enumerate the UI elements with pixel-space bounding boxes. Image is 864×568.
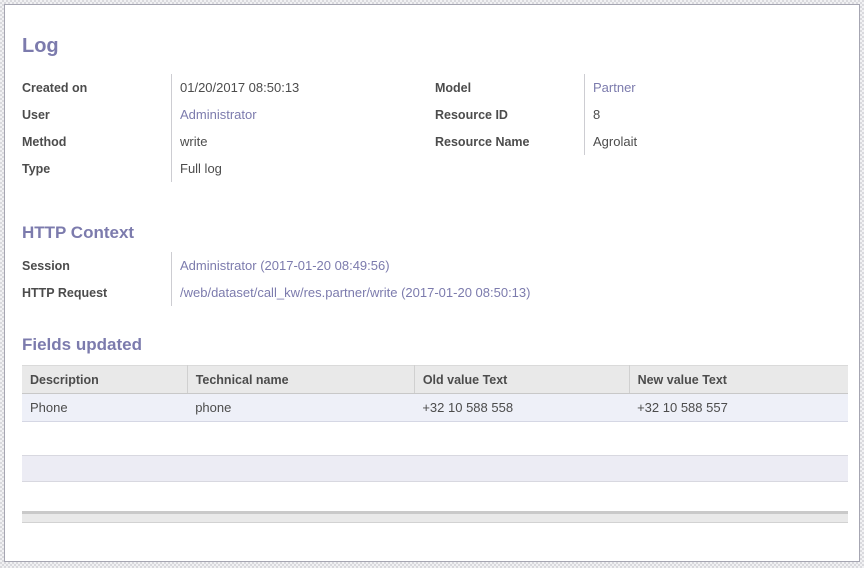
field-value-resource-id: 8 [584,101,848,128]
fields-updated-table: Description Technical name Old value Tex… [22,365,848,422]
field-resource-id: Resource ID 8 [435,101,848,128]
empty-list-row [22,455,848,482]
section-heading-fields-updated: Fields updated [22,335,142,354]
log-detail-window: Log Created on 01/20/2017 08:50:13 User … [4,4,860,562]
log-detail-content: Log Created on 01/20/2017 08:50:13 User … [5,34,859,523]
field-label-type: Type [22,161,51,176]
log-fields-right-column: Model Partner Resource ID 8 Resource Nam… [435,74,848,182]
field-value-type: Full log [171,155,435,182]
horizontal-scrollbar[interactable] [22,511,848,523]
column-header-old-value-text[interactable]: Old value Text [414,365,630,394]
user-link[interactable]: Administrator [180,107,257,122]
log-fields-group: Created on 01/20/2017 08:50:13 User Admi… [22,74,848,182]
section-heading-http-context: HTTP Context [22,223,135,242]
cell-description: Phone [22,393,188,422]
field-value-created-on: 01/20/2017 08:50:13 [171,74,435,101]
table-header-row: Description Technical name Old value Tex… [22,365,848,394]
field-type: Type Full log [22,155,435,182]
field-value-session: Administrator (2017-01-20 08:49:56) [171,252,848,279]
column-header-technical-name[interactable]: Technical name [187,365,415,394]
field-label-session: Session [22,258,70,273]
field-label-resource-name: Resource Name [435,134,530,149]
column-header-new-value-text[interactable]: New value Text [629,365,848,394]
field-created-on: Created on 01/20/2017 08:50:13 [22,74,435,101]
cell-technical-name: phone [187,393,415,422]
page-title: Log [22,35,59,57]
field-session: Session Administrator (2017-01-20 08:49:… [22,252,848,279]
field-resource-name: Resource Name Agrolait [435,128,848,155]
model-link[interactable]: Partner [593,80,636,95]
field-value-http-request: /web/dataset/call_kw/res.partner/write (… [171,279,848,306]
field-value-method: write [171,128,435,155]
field-label-user: User [22,107,50,122]
field-http-request: HTTP Request /web/dataset/call_kw/res.pa… [22,279,848,306]
column-header-description[interactable]: Description [22,365,188,394]
cell-new-value: +32 10 588 557 [629,393,848,422]
session-link[interactable]: Administrator (2017-01-20 08:49:56) [180,258,390,273]
cell-old-value: +32 10 588 558 [414,393,630,422]
field-value-resource-name: Agrolait [584,128,848,155]
field-label-http-request: HTTP Request [22,285,108,300]
field-method: Method write [22,128,435,155]
log-fields-left-column: Created on 01/20/2017 08:50:13 User Admi… [22,74,435,182]
field-label-resource-id: Resource ID [435,107,508,122]
http-request-link[interactable]: /web/dataset/call_kw/res.partner/write (… [180,285,531,300]
field-label-model: Model [435,80,472,95]
field-model: Model Partner [435,74,848,101]
field-value-model: Partner [584,74,848,101]
field-label-created-on: Created on [22,80,88,95]
field-user: User Administrator [22,101,435,128]
table-row[interactable]: Phone phone +32 10 588 558 +32 10 588 55… [22,393,848,422]
http-context-fields: Session Administrator (2017-01-20 08:49:… [22,252,848,306]
field-label-method: Method [22,134,67,149]
field-value-user: Administrator [171,101,435,128]
